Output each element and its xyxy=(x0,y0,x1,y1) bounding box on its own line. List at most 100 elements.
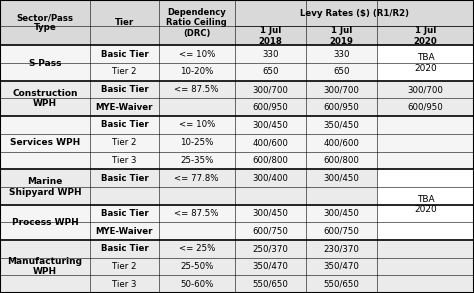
Bar xyxy=(306,258,377,275)
Text: 1 Jul
2020: 1 Jul 2020 xyxy=(413,26,438,46)
Bar xyxy=(235,187,306,205)
Bar xyxy=(306,205,377,222)
Text: 10-25%: 10-25% xyxy=(180,138,213,147)
Bar xyxy=(235,26,306,45)
Bar xyxy=(90,205,159,222)
Text: Basic Tier: Basic Tier xyxy=(100,120,148,130)
Text: <= 77.8%: <= 77.8% xyxy=(174,173,219,183)
Text: Basic Tier: Basic Tier xyxy=(100,85,148,94)
Bar xyxy=(159,0,235,45)
Bar xyxy=(159,81,235,98)
Bar xyxy=(159,275,235,293)
Bar xyxy=(377,275,474,293)
Bar xyxy=(377,116,474,134)
Bar xyxy=(0,81,90,116)
Text: 300/700: 300/700 xyxy=(408,85,443,94)
Bar xyxy=(377,169,474,240)
Bar xyxy=(235,134,306,151)
Text: 600/800: 600/800 xyxy=(252,156,288,165)
Text: 650: 650 xyxy=(333,67,349,76)
Bar xyxy=(0,116,474,134)
Text: 300/450: 300/450 xyxy=(252,120,288,130)
Bar xyxy=(0,98,474,116)
Bar xyxy=(306,81,377,98)
Bar xyxy=(0,151,474,169)
Text: 350/450: 350/450 xyxy=(323,120,359,130)
Bar xyxy=(90,116,159,134)
Text: 330: 330 xyxy=(333,50,349,59)
Bar xyxy=(306,187,377,205)
Text: 25-35%: 25-35% xyxy=(180,156,213,165)
Bar xyxy=(235,116,306,134)
Text: Process WPH: Process WPH xyxy=(12,218,78,227)
Bar xyxy=(90,169,159,187)
Text: Construction
WPH: Construction WPH xyxy=(12,89,78,108)
Bar xyxy=(0,63,474,81)
Bar xyxy=(306,240,377,258)
Bar xyxy=(0,45,90,81)
Text: Tier 3: Tier 3 xyxy=(112,156,137,165)
Bar xyxy=(90,81,159,98)
Text: 300/450: 300/450 xyxy=(252,209,288,218)
Text: Tier 3: Tier 3 xyxy=(112,280,137,289)
Bar xyxy=(306,134,377,151)
Bar xyxy=(377,45,474,81)
Text: 600/800: 600/800 xyxy=(323,156,359,165)
Bar xyxy=(0,169,474,187)
Text: 350/470: 350/470 xyxy=(252,262,288,271)
Bar xyxy=(159,169,235,187)
Bar xyxy=(90,151,159,169)
Text: Basic Tier: Basic Tier xyxy=(100,209,148,218)
Text: Manufacturing
WPH: Manufacturing WPH xyxy=(8,257,82,276)
Text: 400/600: 400/600 xyxy=(323,138,359,147)
Bar xyxy=(90,98,159,116)
Bar xyxy=(159,187,235,205)
Text: 300/400: 300/400 xyxy=(252,173,288,183)
Bar xyxy=(377,258,474,275)
Bar xyxy=(0,240,90,293)
Text: Tier 2: Tier 2 xyxy=(112,67,137,76)
Text: 600/950: 600/950 xyxy=(252,103,288,112)
Bar xyxy=(235,240,306,258)
Bar xyxy=(159,222,235,240)
Text: 330: 330 xyxy=(262,50,278,59)
Bar xyxy=(306,116,377,134)
Text: 650: 650 xyxy=(262,67,278,76)
Text: 300/450: 300/450 xyxy=(323,173,359,183)
Bar xyxy=(159,151,235,169)
Bar xyxy=(0,169,90,205)
Bar xyxy=(0,81,474,98)
Bar xyxy=(159,258,235,275)
Bar xyxy=(377,151,474,169)
Text: Sector/Pass
Type: Sector/Pass Type xyxy=(17,13,73,33)
Bar xyxy=(90,45,159,63)
Text: <= 10%: <= 10% xyxy=(179,50,215,59)
Text: 1 Jul
2018: 1 Jul 2018 xyxy=(258,26,282,46)
Text: Tier 2: Tier 2 xyxy=(112,262,137,271)
Bar xyxy=(0,0,90,45)
Bar xyxy=(306,169,377,187)
Bar xyxy=(377,81,474,98)
Bar xyxy=(235,169,306,187)
Text: 400/600: 400/600 xyxy=(252,138,288,147)
Bar xyxy=(90,187,159,205)
Text: 600/950: 600/950 xyxy=(408,103,443,112)
Bar xyxy=(377,240,474,258)
Bar xyxy=(306,222,377,240)
Bar xyxy=(159,116,235,134)
Text: MYE-Waiver: MYE-Waiver xyxy=(96,103,153,112)
Bar xyxy=(0,116,90,169)
Bar xyxy=(159,134,235,151)
Bar xyxy=(306,63,377,81)
Bar xyxy=(0,205,474,222)
Text: 350/470: 350/470 xyxy=(323,262,359,271)
Text: Services WPH: Services WPH xyxy=(10,138,80,147)
Bar xyxy=(377,134,474,151)
Bar xyxy=(159,45,235,63)
Bar xyxy=(235,45,306,63)
Bar xyxy=(0,134,474,151)
Text: Dependency
Ratio Ceiling
(DRC): Dependency Ratio Ceiling (DRC) xyxy=(166,8,227,38)
Text: Basic Tier: Basic Tier xyxy=(100,50,148,59)
Bar xyxy=(235,63,306,81)
Text: 550/650: 550/650 xyxy=(323,280,359,289)
